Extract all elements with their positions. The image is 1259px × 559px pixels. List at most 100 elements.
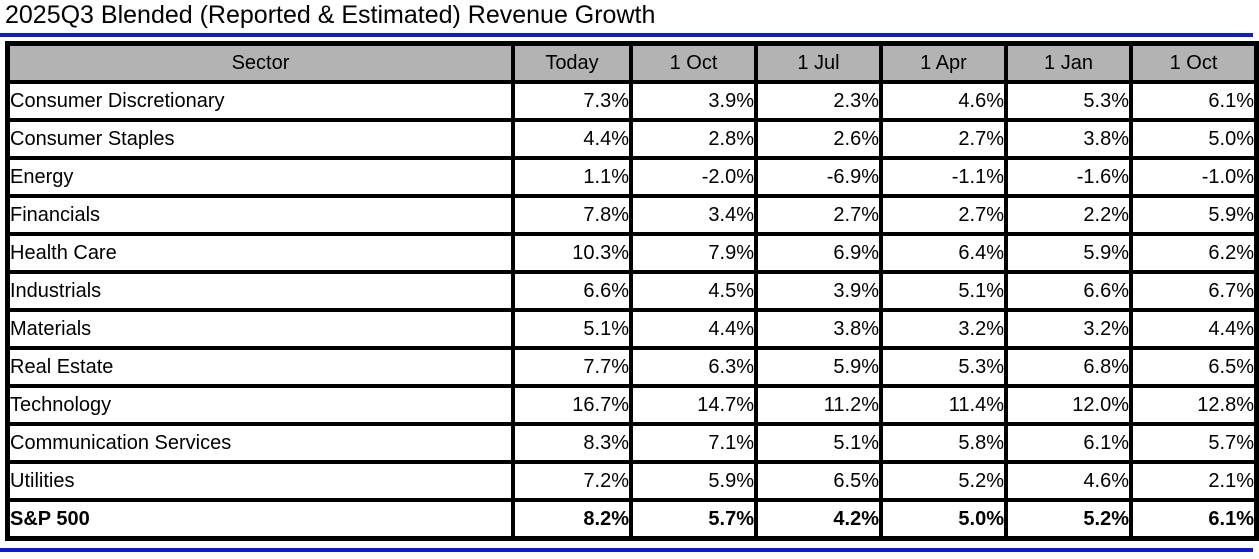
column-header-sector: Sector bbox=[8, 44, 513, 82]
value-cell: 2.7% bbox=[881, 196, 1006, 234]
value-cell: 12.0% bbox=[1006, 386, 1131, 424]
value-cell: 4.4% bbox=[631, 310, 756, 348]
value-cell: 16.7% bbox=[513, 386, 631, 424]
table-row: Energy 1.1% -2.0% -6.9% -1.1% -1.6% -1.0% bbox=[8, 158, 1256, 196]
sector-cell: S&P 500 bbox=[8, 500, 513, 538]
sector-cell: Consumer Staples bbox=[8, 120, 513, 158]
sector-cell: Consumer Discretionary bbox=[8, 82, 513, 120]
value-cell: 3.8% bbox=[1006, 120, 1131, 158]
value-cell: 6.1% bbox=[1006, 424, 1131, 462]
table-row: S&P 500 8.2% 5.7% 4.2% 5.0% 5.2% 6.1% bbox=[8, 500, 1256, 538]
value-cell: -2.0% bbox=[631, 158, 756, 196]
bottom-accent-rule bbox=[0, 548, 1253, 552]
value-cell: 6.1% bbox=[1131, 82, 1256, 120]
table-row: Real Estate 7.7% 6.3% 5.9% 5.3% 6.8% 6.5% bbox=[8, 348, 1256, 386]
value-cell: 4.6% bbox=[1006, 462, 1131, 500]
value-cell: 5.8% bbox=[881, 424, 1006, 462]
column-header-1jul: 1 Jul bbox=[756, 44, 881, 82]
value-cell: 11.4% bbox=[881, 386, 1006, 424]
sector-cell: Real Estate bbox=[8, 348, 513, 386]
column-header-1oct: 1 Oct bbox=[631, 44, 756, 82]
value-cell: 3.8% bbox=[756, 310, 881, 348]
value-cell: 7.9% bbox=[631, 234, 756, 272]
sector-cell: Technology bbox=[8, 386, 513, 424]
value-cell: 6.4% bbox=[881, 234, 1006, 272]
value-cell: 2.8% bbox=[631, 120, 756, 158]
value-cell: 3.2% bbox=[881, 310, 1006, 348]
table-row: Utilities 7.2% 5.9% 6.5% 5.2% 4.6% 2.1% bbox=[8, 462, 1256, 500]
value-cell: 7.7% bbox=[513, 348, 631, 386]
value-cell: 2.1% bbox=[1131, 462, 1256, 500]
value-cell: 5.3% bbox=[881, 348, 1006, 386]
value-cell: 5.0% bbox=[1131, 120, 1256, 158]
value-cell: 1.1% bbox=[513, 158, 631, 196]
sector-cell: Energy bbox=[8, 158, 513, 196]
value-cell: 6.5% bbox=[1131, 348, 1256, 386]
value-cell: 3.9% bbox=[756, 272, 881, 310]
value-cell: 7.3% bbox=[513, 82, 631, 120]
value-cell: 5.9% bbox=[756, 348, 881, 386]
table-row: Health Care 10.3% 7.9% 6.9% 6.4% 5.9% 6.2% bbox=[8, 234, 1256, 272]
table-row: Financials 7.8% 3.4% 2.7% 2.7% 2.2% 5.9% bbox=[8, 196, 1256, 234]
column-header-1jan: 1 Jan bbox=[1006, 44, 1131, 82]
value-cell: 7.1% bbox=[631, 424, 756, 462]
value-cell: 5.2% bbox=[1006, 500, 1131, 538]
table-row: Materials 5.1% 4.4% 3.8% 3.2% 3.2% 4.4% bbox=[8, 310, 1256, 348]
table-row: Technology 16.7% 14.7% 11.2% 11.4% 12.0% 12.8% bbox=[8, 386, 1256, 424]
value-cell: 5.9% bbox=[1006, 234, 1131, 272]
value-cell: 6.8% bbox=[1006, 348, 1131, 386]
value-cell: 5.3% bbox=[1006, 82, 1131, 120]
value-cell: 2.2% bbox=[1006, 196, 1131, 234]
value-cell: 2.7% bbox=[881, 120, 1006, 158]
value-cell: 6.1% bbox=[1131, 500, 1256, 538]
value-cell: 6.6% bbox=[513, 272, 631, 310]
value-cell: 8.2% bbox=[513, 500, 631, 538]
revenue-growth-table: Sector Today 1 Oct 1 Jul 1 Apr 1 Jan 1 O… bbox=[5, 41, 1259, 541]
value-cell: 5.7% bbox=[631, 500, 756, 538]
value-cell: 5.1% bbox=[881, 272, 1006, 310]
sector-cell: Utilities bbox=[8, 462, 513, 500]
value-cell: 4.4% bbox=[513, 120, 631, 158]
value-cell: 4.2% bbox=[756, 500, 881, 538]
value-cell: 11.2% bbox=[756, 386, 881, 424]
value-cell: 5.1% bbox=[756, 424, 881, 462]
value-cell: 2.3% bbox=[756, 82, 881, 120]
value-cell: 10.3% bbox=[513, 234, 631, 272]
sector-cell: Industrials bbox=[8, 272, 513, 310]
table-row: Consumer Discretionary 7.3% 3.9% 2.3% 4.6% 5.… bbox=[8, 82, 1256, 120]
column-header-today: Today bbox=[513, 44, 631, 82]
value-cell: 5.7% bbox=[1131, 424, 1256, 462]
value-cell: 8.3% bbox=[513, 424, 631, 462]
sector-cell: Materials bbox=[8, 310, 513, 348]
value-cell: 6.5% bbox=[756, 462, 881, 500]
value-cell: 6.7% bbox=[1131, 272, 1256, 310]
value-cell: 12.8% bbox=[1131, 386, 1256, 424]
value-cell: -1.1% bbox=[881, 158, 1006, 196]
value-cell: 6.3% bbox=[631, 348, 756, 386]
sector-cell: Health Care bbox=[8, 234, 513, 272]
value-cell: 7.2% bbox=[513, 462, 631, 500]
value-cell: 14.7% bbox=[631, 386, 756, 424]
value-cell: -1.0% bbox=[1131, 158, 1256, 196]
value-cell: 3.4% bbox=[631, 196, 756, 234]
table-row: Consumer Staples 4.4% 2.8% 2.6% 2.7% 3.8% 5.0% bbox=[8, 120, 1256, 158]
value-cell: -6.9% bbox=[756, 158, 881, 196]
value-cell: 2.6% bbox=[756, 120, 881, 158]
value-cell: 5.9% bbox=[1131, 196, 1256, 234]
value-cell: 2.7% bbox=[756, 196, 881, 234]
value-cell: 5.9% bbox=[631, 462, 756, 500]
table-body: Consumer Discretionary 7.3% 3.9% 2.3% 4.6% 5.… bbox=[8, 82, 1256, 538]
value-cell: 5.0% bbox=[881, 500, 1006, 538]
table-header-row: Sector Today 1 Oct 1 Jul 1 Apr 1 Jan 1 O… bbox=[8, 44, 1256, 82]
top-accent-rule bbox=[0, 33, 1253, 37]
value-cell: 6.2% bbox=[1131, 234, 1256, 272]
value-cell: 3.9% bbox=[631, 82, 756, 120]
value-cell: 4.6% bbox=[881, 82, 1006, 120]
value-cell: -1.6% bbox=[1006, 158, 1131, 196]
value-cell: 4.5% bbox=[631, 272, 756, 310]
value-cell: 4.4% bbox=[1131, 310, 1256, 348]
value-cell: 5.1% bbox=[513, 310, 631, 348]
column-header-1oct-prior: 1 Oct bbox=[1131, 44, 1256, 82]
sector-cell: Communication Services bbox=[8, 424, 513, 462]
